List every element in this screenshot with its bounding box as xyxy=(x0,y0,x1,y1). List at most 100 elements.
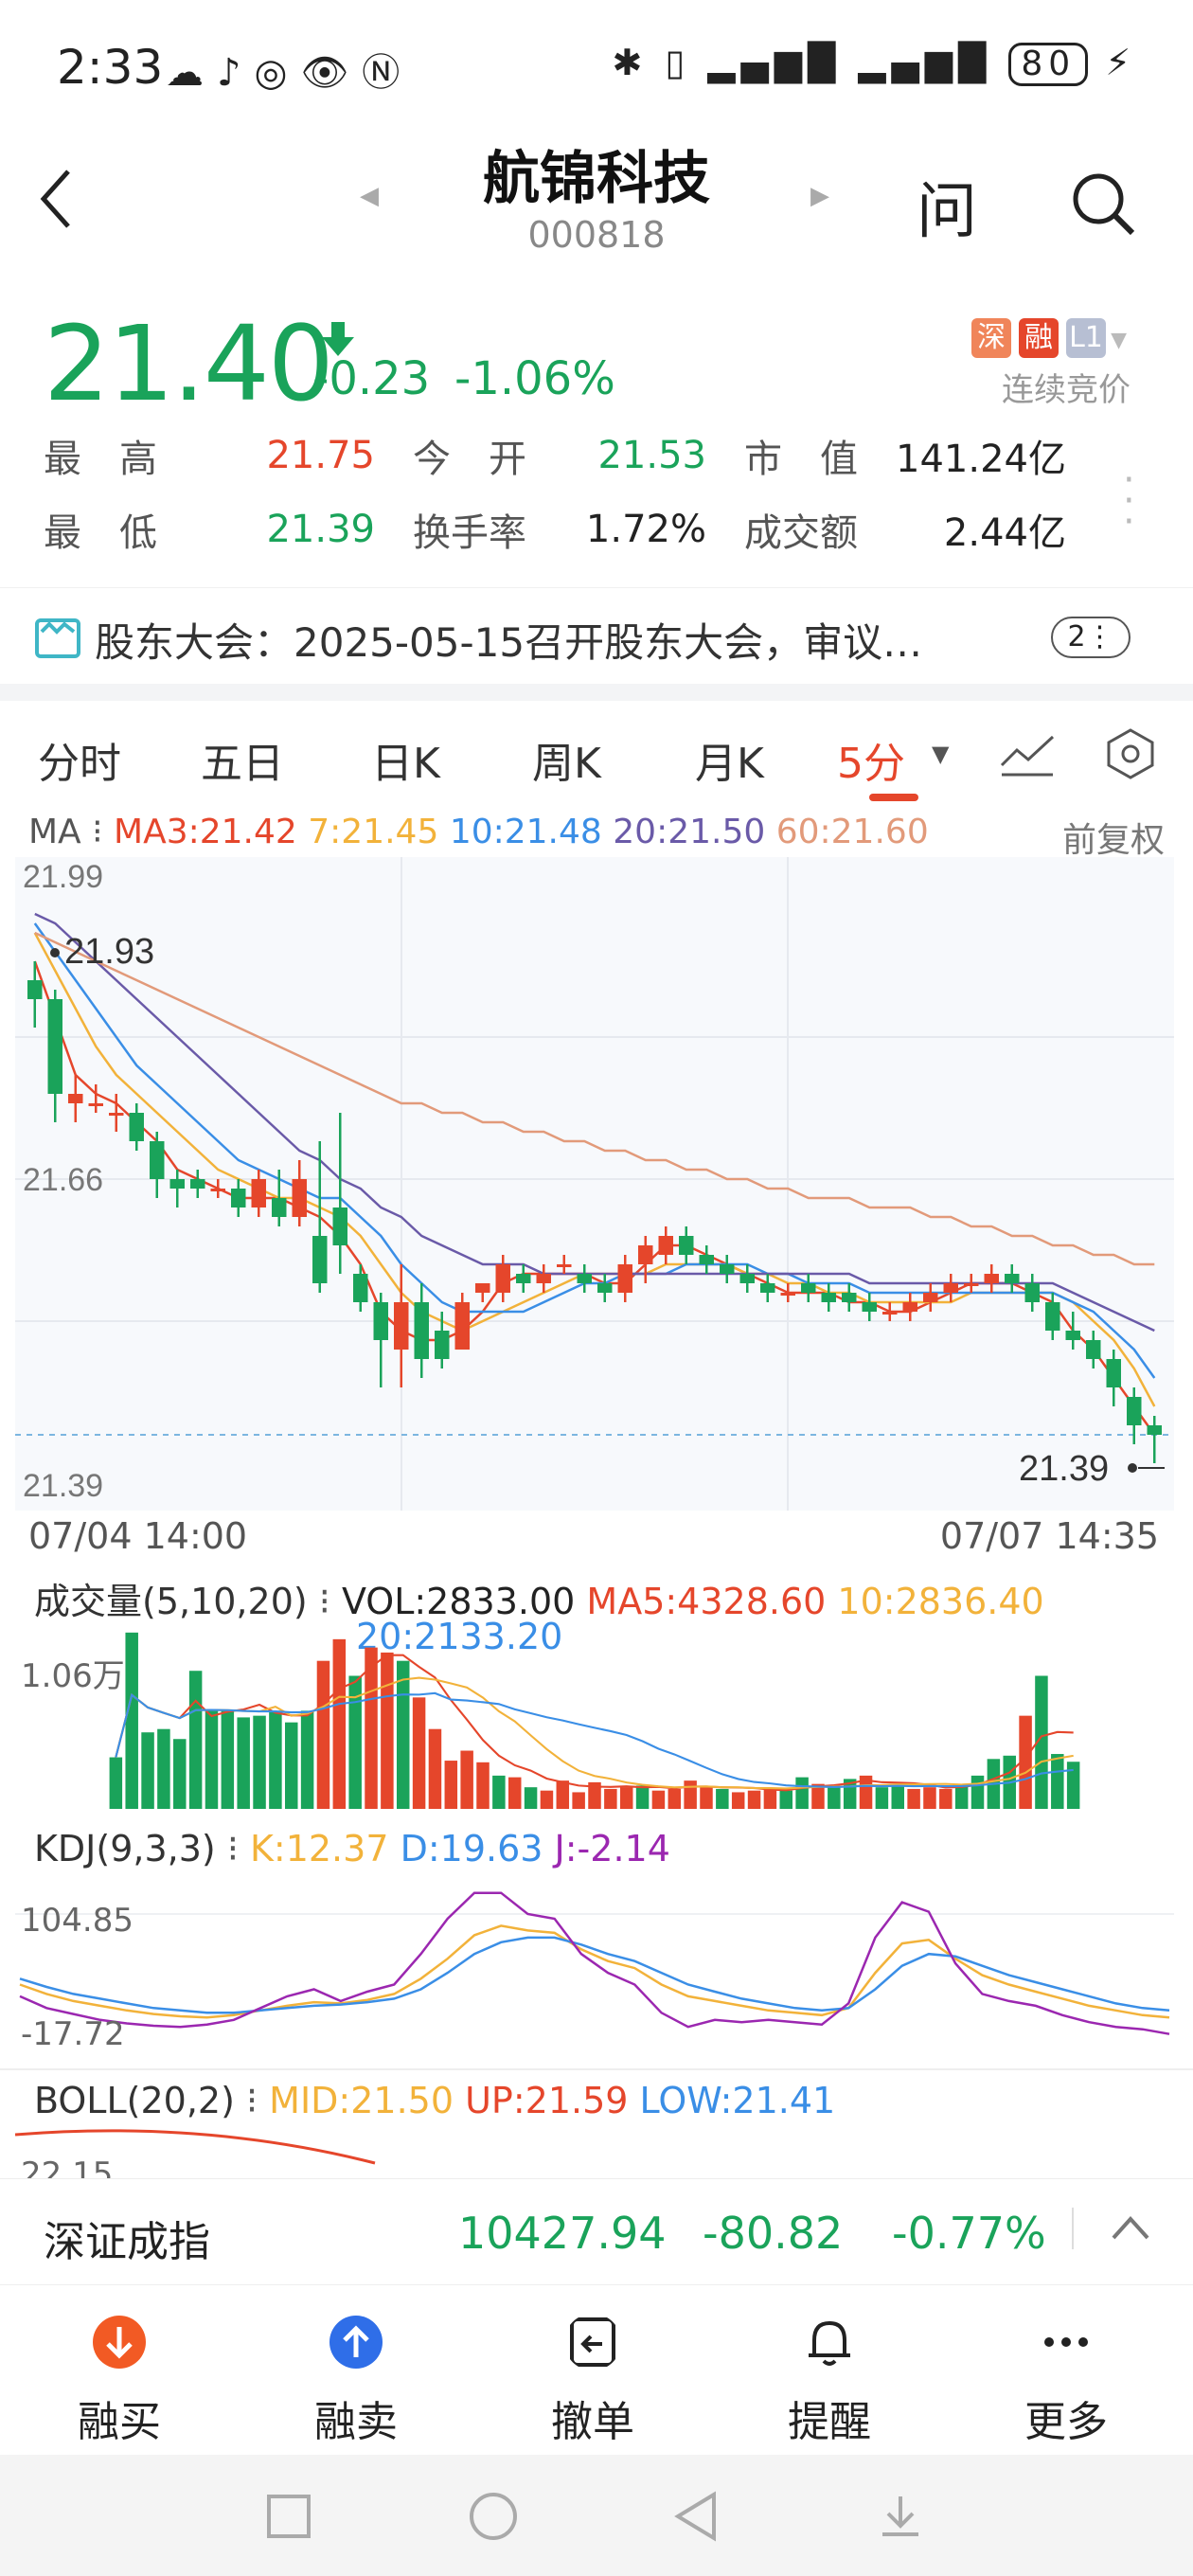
kdj-j: J:-2.14 xyxy=(554,1828,670,1869)
adjust-mode[interactable]: 前复权 xyxy=(1061,821,1165,860)
candle-body xyxy=(394,1302,409,1350)
stat-value: 2.44亿 xyxy=(943,511,1066,555)
volume-bar xyxy=(668,1788,682,1809)
boll-y-tick: 22.15 xyxy=(21,2156,114,2178)
ma-line-ma20 xyxy=(34,912,1155,1333)
next-stock-icon[interactable]: ▶ xyxy=(810,182,829,210)
candle-body xyxy=(699,1255,714,1264)
caret-down-icon[interactable]: ▼ xyxy=(1111,329,1127,352)
candle-body xyxy=(617,1264,632,1293)
download-nav-icon[interactable] xyxy=(877,2493,924,2540)
candle-body xyxy=(842,1293,857,1302)
ma-line-ma7 xyxy=(33,932,1156,1407)
candle-body xyxy=(739,1274,755,1283)
price-change-pct: -1.06% xyxy=(454,352,615,405)
candle-body xyxy=(312,1236,328,1283)
volume-bar xyxy=(939,1788,953,1809)
home-icon[interactable] xyxy=(468,2491,519,2542)
index-ticker[interactable]: 深证成指 10427.94 -80.82 -0.77% xyxy=(0,2178,1193,2284)
tab-monthly-k[interactable]: 月K xyxy=(695,740,764,788)
tag-shenzhen: 深 xyxy=(970,318,1011,358)
vol-y-tick: 1.06万 xyxy=(21,1657,125,1695)
tab-weekly-k[interactable]: 周K xyxy=(532,740,601,788)
ma-legend[interactable]: MA ⁝ MA3:21.42 7:21.45 10:21.48 20:21.50… xyxy=(28,813,929,851)
candle-body xyxy=(109,1113,124,1116)
volume-bar xyxy=(285,1722,298,1809)
alert-button[interactable]: 提醒 xyxy=(754,2304,905,2448)
settings-hexagon-icon[interactable] xyxy=(1104,727,1157,780)
volume-bar xyxy=(444,1761,458,1809)
system-nav-bar xyxy=(0,2455,1193,2576)
ask-button[interactable]: 问 xyxy=(917,177,977,247)
candle-body xyxy=(720,1264,735,1274)
candle-body xyxy=(332,1208,347,1245)
bluetooth-icon: ✱ xyxy=(612,42,649,83)
volume-bar xyxy=(396,1660,410,1809)
volume-bar xyxy=(109,1757,123,1809)
undo-icon xyxy=(570,2317,615,2367)
volume-bar xyxy=(763,1788,777,1809)
volume-legend[interactable]: 成交量(5,10,20) ⁝ VOL:2833.00 MA5:4328.60 1… xyxy=(34,1581,1044,1622)
volume-bar xyxy=(348,1675,362,1809)
kdj-chart[interactable] xyxy=(15,1875,1174,2065)
candle-body xyxy=(373,1302,388,1340)
action-label: 撤单 xyxy=(551,2398,634,2446)
index-value: 10427.94 xyxy=(458,2208,667,2259)
volume-bar xyxy=(1051,1754,1064,1809)
notice-count-badge[interactable]: 2⋮ xyxy=(1051,617,1131,658)
index-name: 深证成指 xyxy=(44,2218,210,2266)
candle-body xyxy=(923,1293,938,1302)
volume-chart[interactable] xyxy=(15,1610,1174,1809)
ma10-value: 10:21.48 xyxy=(449,813,602,851)
volume-bar xyxy=(300,1710,314,1809)
tab-five-day[interactable]: 五日 xyxy=(201,740,284,788)
candle-body xyxy=(1127,1397,1142,1425)
stat-label: 最 高 xyxy=(44,438,157,481)
notice-bar[interactable]: 股东大会：2025-05-15召开股东大会，审议… 2⋮ xyxy=(0,587,1193,684)
notice-text: 股东大会：2025-05-15召开股东大会，审议… xyxy=(95,619,923,666)
search-icon[interactable] xyxy=(1070,170,1136,237)
indicator-icon[interactable] xyxy=(1000,731,1055,778)
period-tabs: 分时 五日 日K 周K 月K 5分 ▼ xyxy=(0,720,1193,796)
volume-bar xyxy=(507,1777,522,1809)
kdj-title: KDJ(9,3,3) xyxy=(34,1828,216,1869)
margin-sell-button[interactable]: 融卖 xyxy=(280,2304,432,2448)
candle-body xyxy=(760,1283,775,1293)
tag-level1[interactable]: L1 xyxy=(1065,318,1106,358)
cancel-order-button[interactable]: 撤单 xyxy=(517,2304,668,2448)
volume-bar xyxy=(157,1728,170,1809)
back-nav-icon[interactable] xyxy=(672,2491,720,2542)
back-icon[interactable] xyxy=(38,166,76,232)
app-icon: ◎ xyxy=(254,51,301,95)
boll-legend[interactable]: BOLL(20,2) ⁝ MID:21.50 UP:21.59 LOW:21.4… xyxy=(34,2080,836,2121)
x-label-end: 07/07 14:35 xyxy=(939,1515,1159,1557)
tab-daily-k[interactable]: 日K xyxy=(371,740,440,788)
ma20-value: 20:21.50 xyxy=(613,813,766,851)
margin-buy-button[interactable]: 融买 xyxy=(44,2304,195,2448)
candle-body xyxy=(638,1245,653,1264)
volume-ma-line xyxy=(115,1691,1074,1788)
tab-five-min[interactable]: 5分 xyxy=(837,740,905,788)
candle-body xyxy=(190,1179,205,1189)
kdj-d: D:19.63 xyxy=(400,1828,543,1869)
current-price: 21.40 xyxy=(44,303,334,424)
vol-ma10: 10:2836.40 xyxy=(837,1581,1044,1622)
recent-apps-icon[interactable] xyxy=(265,2493,312,2540)
chevron-up-icon[interactable] xyxy=(1110,2213,1151,2242)
caret-down-icon[interactable]: ▼ xyxy=(932,741,950,767)
quote-stats: 最 高 21.75 今 开 21.53 市 值 141.24亿 最 低 21.3… xyxy=(44,419,1066,566)
candle-body xyxy=(862,1302,877,1312)
min-price-label: 21.39 xyxy=(1019,1449,1109,1489)
ma-line-ma3 xyxy=(33,960,1156,1436)
stock-name: 航锦科技 xyxy=(483,146,710,212)
kdj-legend[interactable]: KDJ(9,3,3) ⁝ K:12.37 D:19.63 J:-2.14 xyxy=(34,1828,670,1869)
candle-body xyxy=(943,1283,958,1293)
volume-bar xyxy=(700,1787,713,1809)
candlestick-chart[interactable]: 21.99 21.66 21.39 21.93 21.39 xyxy=(15,857,1174,1511)
more-vertical-icon[interactable]: · · · xyxy=(1123,458,1135,544)
prev-stock-icon[interactable]: ◀ xyxy=(360,182,379,210)
tab-intraday[interactable]: 分时 xyxy=(38,740,121,788)
more-button[interactable]: 更多 xyxy=(990,2304,1142,2448)
volume-bar xyxy=(954,1783,969,1809)
volume-title: 成交量(5,10,20) xyxy=(34,1581,308,1622)
